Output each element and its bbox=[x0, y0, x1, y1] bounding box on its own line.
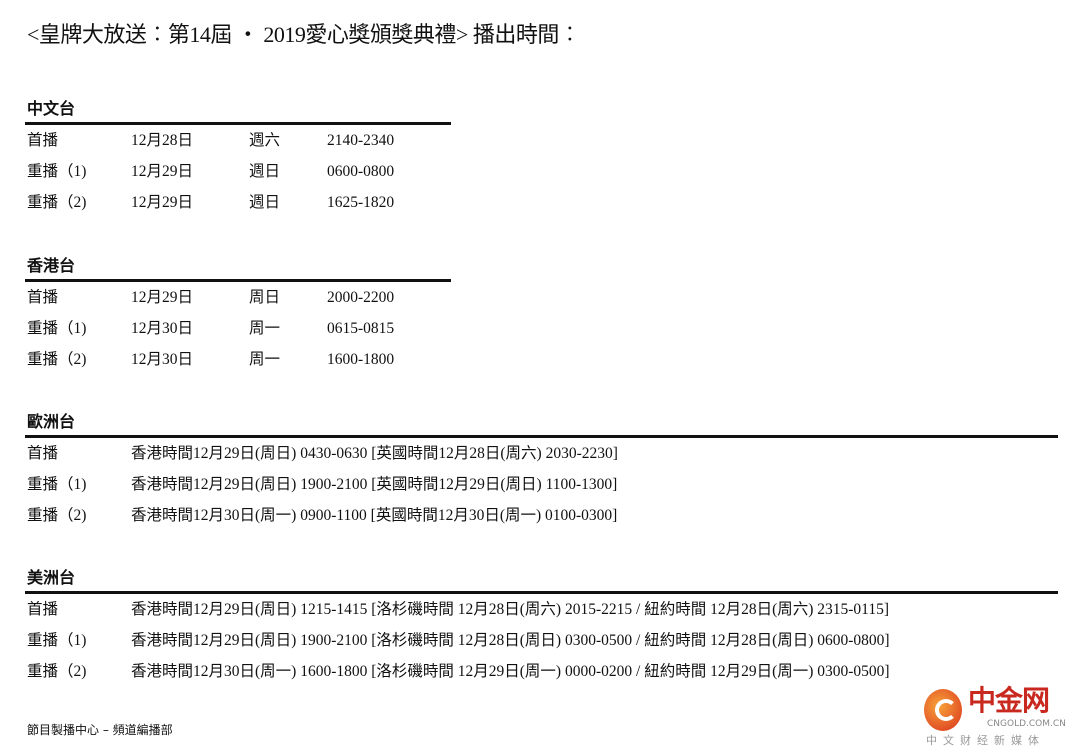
footer-credit: 節目製播中心 – 頻道編播部 bbox=[27, 723, 173, 737]
row-detail: 香港時間12月29日(周日) 1900-2100 [英國時間12月29日(周日)… bbox=[131, 476, 618, 493]
section-heading: 歐洲台 bbox=[27, 412, 76, 431]
row-time: 0600-0800 bbox=[327, 163, 395, 180]
section-heading: 香港台 bbox=[27, 256, 76, 275]
row-label: 首播 bbox=[27, 445, 59, 462]
row-time: 1600-1800 bbox=[327, 351, 395, 368]
schedule-row: 重播（2) 香港時間12月30日(周一) 1600-1800 [洛杉磯時間 12月… bbox=[27, 656, 1058, 687]
row-label: 首播 bbox=[27, 132, 59, 149]
divider bbox=[25, 122, 451, 125]
row-label: 重播（1) bbox=[27, 320, 87, 337]
schedule-row: 重播（2) 12月30日 周一 1600-1800 bbox=[27, 344, 451, 375]
section-america-channel: 美洲台 首播 香港時間12月29日(周日) 1215-1415 [洛杉磯時間 12… bbox=[25, 568, 1058, 687]
logo-icon bbox=[924, 689, 962, 731]
page-title: <皇牌大放送︰第14屆 ‧ 2019愛心獎頒獎典禮> 播出時間︰ bbox=[27, 22, 581, 47]
divider bbox=[25, 279, 451, 282]
row-detail: 香港時間12月29日(周日) 0430-0630 [英國時間12月28日(周六)… bbox=[131, 445, 618, 462]
row-day: 周日 bbox=[249, 289, 281, 306]
row-label: 重播（2) bbox=[27, 663, 87, 680]
row-day: 週六 bbox=[249, 132, 281, 149]
row-detail: 香港時間12月29日(周日) 1900-2100 [洛杉磯時間 12月28日(周… bbox=[131, 632, 890, 649]
row-date: 12月28日 bbox=[131, 132, 194, 149]
section-chinese-channel: 中文台 首播 12月28日 週六 2140-2340 重播（1) 12月29日 週日 0600… bbox=[25, 99, 451, 218]
row-day: 周一 bbox=[249, 320, 281, 337]
row-day: 周一 bbox=[249, 351, 281, 368]
row-time: 2000-2200 bbox=[327, 289, 395, 306]
row-label: 重播（1) bbox=[27, 476, 87, 493]
logo-brand: 中金网 bbox=[968, 684, 1050, 717]
schedule-row: 首播 香港時間12月29日(周日) 1215-1415 [洛杉磯時間 12月28日… bbox=[27, 594, 1058, 625]
schedule-row: 重播（2) 12月29日 週日 1625-1820 bbox=[27, 187, 451, 218]
section-heading: 美洲台 bbox=[27, 568, 76, 587]
section-heading: 中文台 bbox=[27, 99, 76, 118]
row-day: 週日 bbox=[249, 163, 281, 180]
row-label: 首播 bbox=[27, 601, 59, 618]
row-day: 週日 bbox=[249, 194, 281, 211]
watermark-logo: 中金网 CNGOLD.COM.CN 中文财经新媒体 bbox=[922, 686, 1072, 752]
row-label: 重播（1) bbox=[27, 632, 87, 649]
row-time: 1625-1820 bbox=[327, 194, 395, 211]
row-time: 2140-2340 bbox=[327, 132, 395, 149]
schedule-row: 重播（1) 12月29日 週日 0600-0800 bbox=[27, 156, 451, 187]
row-detail: 香港時間12月30日(周一) 1600-1800 [洛杉磯時間 12月29日(周… bbox=[131, 663, 890, 680]
logo-tagline: 中文财经新媒体 bbox=[926, 734, 1045, 747]
row-label: 重播（1) bbox=[27, 163, 87, 180]
row-date: 12月29日 bbox=[131, 163, 194, 180]
logo-domain: CNGOLD.COM.CN bbox=[987, 719, 1066, 729]
row-label: 重播（2) bbox=[27, 194, 87, 211]
schedule-row: 首播 12月29日 周日 2000-2200 bbox=[27, 282, 451, 313]
schedule-row: 重播（2) 香港時間12月30日(周一) 0900-1100 [英國時間12月30… bbox=[27, 500, 1058, 531]
row-label: 首播 bbox=[27, 289, 59, 306]
row-detail: 香港時間12月30日(周一) 0900-1100 [英國時間12月30日(周一)… bbox=[131, 507, 618, 524]
row-detail: 香港時間12月29日(周日) 1215-1415 [洛杉磯時間 12月28日(周… bbox=[131, 601, 890, 618]
schedule-row: 重播（1) 香港時間12月29日(周日) 1900-2100 [洛杉磯時間 12月… bbox=[27, 625, 1058, 656]
divider bbox=[25, 435, 1058, 438]
divider bbox=[25, 591, 1058, 594]
row-label: 重播（2) bbox=[27, 351, 87, 368]
row-date: 12月29日 bbox=[131, 289, 194, 306]
section-europe-channel: 歐洲台 首播 香港時間12月29日(周日) 0430-0630 [英國時間12月2… bbox=[25, 412, 1058, 531]
schedule-row: 重播（1) 香港時間12月29日(周日) 1900-2100 [英國時間12月29… bbox=[27, 469, 1058, 500]
schedule-row: 重播（1) 12月30日 周一 0615-0815 bbox=[27, 313, 451, 344]
row-date: 12月29日 bbox=[131, 194, 194, 211]
section-hong-kong-channel: 香港台 首播 12月29日 周日 2000-2200 重播（1) 12月30日 周一 0615… bbox=[25, 256, 451, 375]
row-time: 0615-0815 bbox=[327, 320, 395, 337]
schedule-row: 首播 香港時間12月29日(周日) 0430-0630 [英國時間12月28日(周… bbox=[27, 438, 1058, 469]
row-label: 重播（2) bbox=[27, 507, 87, 524]
row-date: 12月30日 bbox=[131, 320, 194, 337]
row-date: 12月30日 bbox=[131, 351, 194, 368]
schedule-row: 首播 12月28日 週六 2140-2340 bbox=[27, 125, 451, 156]
